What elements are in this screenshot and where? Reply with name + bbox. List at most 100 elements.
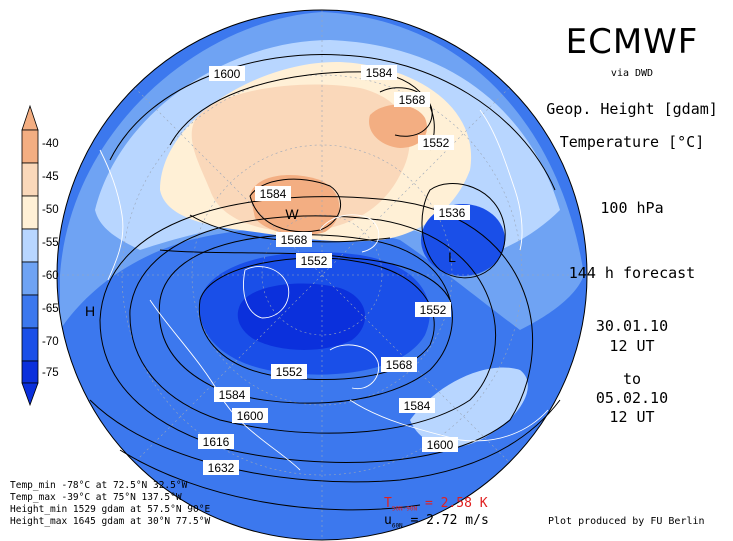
svg-text:1584: 1584 (404, 399, 431, 413)
contour-label: 1600 (422, 437, 458, 452)
contour-label: 1600 (232, 408, 268, 423)
siberia-coast (319, 214, 380, 253)
temp-max: Temp_max -39°C at 75°N 137.5°W (10, 492, 182, 503)
height-min: Height_min 1529 gdam at 57.5°N 90°E (10, 504, 211, 515)
contour-1568-ring (158, 234, 453, 404)
legend-tick-label: -50 (42, 204, 59, 216)
init-date: 30.01.10 (595, 317, 669, 335)
contour-labels: 1600 1584 1568 1552 1584 1568 1552 1536 … (198, 65, 470, 475)
u-value: = 2.72 m/s (410, 513, 489, 528)
legend-swatch (21, 195, 39, 230)
svg-text:1552: 1552 (301, 254, 328, 268)
init-time: 12 UT (609, 337, 655, 355)
t-subscript: 50N-90N (391, 505, 418, 513)
contour-1600-north (109, 53, 556, 191)
east-low (421, 204, 505, 276)
svg-text:1552: 1552 (420, 303, 447, 317)
height-contours (89, 53, 561, 511)
legend-tick-label: -45 (42, 171, 59, 183)
contour-label: 1536 (434, 205, 470, 220)
se-pale-band (410, 367, 528, 448)
svg-text:1584: 1584 (219, 388, 246, 402)
color-legend: -40 -45 -50 -55 -60 -65 -70 -75 (21, 104, 59, 407)
legend-tick-label: -60 (42, 270, 59, 282)
contour-1536 (421, 183, 506, 279)
contour-label: 1552 (271, 364, 307, 379)
legend-tick-label: -70 (42, 336, 59, 348)
brand-title: ECMWF (565, 22, 699, 62)
contour-label: 1584 (214, 387, 250, 402)
contour-label: 1632 (203, 460, 239, 475)
asia-east-coast (479, 109, 523, 251)
scandinavia-coast (329, 344, 380, 390)
band-minus45 (191, 84, 410, 232)
svg-text:1584: 1584 (260, 187, 287, 201)
u-symbol: u (384, 513, 392, 528)
credit-label: Plot produced by FU Berlin (548, 516, 705, 527)
svg-text:1600: 1600 (214, 67, 241, 81)
source-label: via DWD (610, 68, 654, 79)
svg-text:1584: 1584 (366, 66, 393, 80)
svg-text:1616: 1616 (203, 435, 230, 449)
legend-swatch (21, 360, 39, 384)
legend-swatch (21, 261, 39, 296)
valid-time: 12 UT (609, 408, 655, 426)
contour-1552-vortex (198, 257, 435, 381)
contour-label: 1584 (255, 186, 291, 201)
contour-1584-north (169, 71, 435, 151)
contour-label: 1568 (381, 357, 417, 372)
svg-text:1536: 1536 (439, 206, 466, 220)
coastlines (99, 109, 549, 471)
legend-tick-label: -65 (42, 303, 59, 315)
legend-swatch (21, 327, 39, 362)
t-value: = 2.58 K (424, 496, 488, 511)
contour-label: 1584 (361, 65, 397, 80)
svg-text:1568: 1568 (399, 93, 426, 107)
to-label: to (622, 370, 642, 388)
contour-label: 1552 (296, 253, 332, 268)
t-symbol: T (384, 496, 392, 511)
svg-text:1600: 1600 (427, 438, 454, 452)
valid-date: 05.02.10 (595, 389, 669, 407)
contour-label: 1600 (209, 66, 245, 81)
graticule (57, 10, 587, 540)
contour-label: 1552 (415, 302, 451, 317)
globe-outline (56, 9, 588, 541)
variable-height: Geop. Height [gdam] (546, 100, 718, 118)
svg-text:1600: 1600 (237, 409, 264, 423)
low-marker: L (448, 249, 456, 265)
svg-text:1632: 1632 (208, 461, 235, 475)
legend-tick-label: -75 (42, 367, 59, 379)
contour-1552-mid (159, 249, 451, 301)
forecast-lead: 144 h forecast (568, 264, 696, 282)
contour-1632 (119, 449, 421, 511)
legend-tick-label: -40 (42, 138, 59, 150)
pressure-level: 100 hPa (600, 199, 664, 217)
legend-swatch (21, 228, 39, 263)
band-minus40-east (369, 104, 428, 148)
contour-1616 (89, 399, 561, 483)
height-max: Height_max 1645 gdam at 30°N 77.5°W (10, 516, 211, 527)
contour-1584-west (249, 178, 341, 233)
contour-label: 1584 (399, 398, 435, 413)
eurasia-coast (349, 399, 549, 442)
legend-swatch (21, 129, 39, 164)
legend-tick-label: -55 (42, 237, 59, 249)
warm-marker: W (285, 206, 299, 222)
legend-cap-bottom (21, 382, 39, 407)
svg-text:1568: 1568 (386, 358, 413, 372)
contour-label: 1552 (418, 135, 454, 150)
wind-diagnostic: u60N = 2.72 m/s (384, 513, 489, 530)
contour-1600-ring (99, 196, 534, 463)
svg-text:1552: 1552 (276, 365, 303, 379)
variable-temperature: Temperature [°C] (559, 133, 705, 151)
contour-1568-east (379, 87, 433, 137)
contour-1584-ring (129, 215, 497, 434)
legend-swatch (21, 294, 39, 329)
u-subscript: 60N (391, 522, 403, 530)
temperature-diagnostic: T50N-90N = 2.58 K (384, 496, 488, 513)
contour-label: 1616 (198, 434, 234, 449)
svg-text:1552: 1552 (423, 136, 450, 150)
